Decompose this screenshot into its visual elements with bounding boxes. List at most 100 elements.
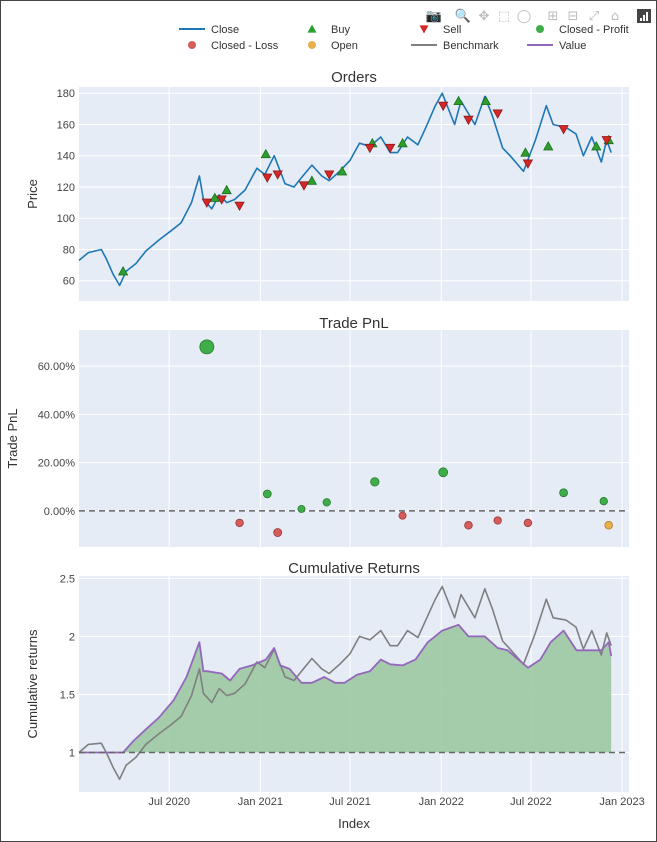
legend-label: Open [331, 40, 358, 52]
buy-marker[interactable] [480, 95, 491, 106]
legend-triangle-up-icon [307, 24, 317, 33]
legend-label: Sell [443, 24, 461, 36]
sell-marker[interactable] [201, 198, 213, 208]
sell-marker[interactable] [298, 181, 310, 191]
sell-marker[interactable] [364, 143, 376, 154]
sell-marker[interactable] [384, 143, 396, 154]
buy-marker[interactable] [306, 175, 318, 185]
legend-item-closed_loss[interactable]: Closed - Loss [188, 40, 279, 52]
closed-profit-marker[interactable] [262, 489, 272, 499]
value-area-fill [79, 624, 612, 753]
x-tick-label: Jul 2022 [510, 796, 552, 808]
sell-marker[interactable] [262, 173, 273, 183]
legend-circle-icon [536, 25, 544, 33]
legend-item-buy[interactable]: Buy [307, 24, 351, 36]
trade-pnl-y-ticks: 0.00% 20.00% 40.00% 60.00% [38, 361, 76, 518]
plotly-logo-bar [643, 15, 645, 21]
orders-plot-area[interactable] [79, 87, 629, 301]
y-tick-label: 180 [57, 88, 75, 100]
sell-marker[interactable] [601, 136, 612, 146]
legend-label: Closed - Loss [211, 40, 279, 52]
orders-title: Orders [331, 69, 377, 86]
value-line[interactable] [79, 623, 613, 754]
closed-profit-marker[interactable] [599, 497, 608, 506]
y-tick-label: 0.00% [44, 506, 75, 518]
legend-item-closed_profit[interactable]: Closed - Profit [536, 24, 629, 36]
legend-item-value[interactable]: Value [527, 40, 586, 52]
x-tick-label: Jan 2022 [419, 796, 464, 808]
closed-loss-marker[interactable] [523, 518, 533, 528]
buy-marker[interactable] [543, 141, 554, 151]
buy-marker[interactable] [117, 265, 129, 276]
buy-marker[interactable] [221, 184, 232, 195]
y-tick-label: 60 [63, 276, 75, 288]
open-trade-marker[interactable] [604, 521, 613, 530]
buy-marker[interactable] [260, 148, 271, 159]
buy-marker[interactable] [591, 141, 602, 151]
sell-marker[interactable] [438, 101, 449, 112]
sell-marker[interactable] [216, 195, 227, 205]
closed-profit-marker[interactable] [297, 504, 306, 513]
camera-icon[interactable]: 📷 [426, 9, 442, 24]
legend-item-open[interactable]: Open [308, 40, 358, 52]
plotly-logo-bar [646, 12, 648, 21]
sell-marker[interactable] [558, 125, 569, 135]
closed-loss-marker[interactable] [398, 511, 407, 520]
sell-marker[interactable] [234, 201, 245, 212]
closed-profit-marker[interactable] [438, 467, 449, 478]
box-select-icon[interactable]: ⬚ [498, 9, 510, 24]
zoom-in-icon[interactable]: ⊞ [548, 9, 559, 24]
x-tick-label: Jul 2021 [329, 796, 371, 808]
cumulative-returns-y-ticks: 1 1.5 2 2.5 [60, 573, 75, 759]
lasso-icon[interactable]: ◯ [517, 9, 532, 24]
zoom-out-icon[interactable]: ⊟ [568, 9, 579, 24]
legend-label: Buy [331, 24, 350, 36]
trade-pnl-plot [79, 339, 629, 537]
sell-marker[interactable] [324, 170, 335, 180]
modebar: 📷 🔍 ✥ ⬚ ◯ ⊞ ⊟ ⤢ ⌂ [426, 7, 651, 24]
x-tick-label: Jul 2020 [148, 796, 190, 808]
trade-pnl-plot-area[interactable] [79, 330, 629, 547]
buy-marker[interactable] [397, 137, 408, 148]
legend-circle-icon [308, 41, 316, 49]
sell-marker[interactable] [492, 109, 503, 119]
sell-marker[interactable] [272, 170, 283, 180]
y-tick-label: 80 [63, 244, 75, 256]
closed-loss-marker[interactable] [273, 528, 283, 537]
reset-axes-icon[interactable]: ⌂ [611, 9, 619, 24]
closed-profit-marker[interactable] [199, 339, 215, 355]
x-axis-ticks: Jul 2020 Jan 2021 Jul 2021 Jan 2022 Jul 2022… [148, 796, 644, 808]
benchmark-line[interactable] [78, 585, 612, 781]
legend: Close Buy Sell Closed - Profit Closed - Loss… [179, 24, 629, 52]
legend-item-sell[interactable]: Sell [419, 24, 462, 36]
buy-marker[interactable] [209, 192, 220, 202]
closed-loss-marker[interactable] [464, 521, 473, 530]
closed-profit-marker[interactable] [559, 488, 568, 498]
y-tick-label: 2.5 [60, 573, 75, 585]
closed-profit-marker[interactable] [322, 498, 331, 507]
buy-marker[interactable] [520, 147, 531, 157]
legend-item-close[interactable]: Close [179, 24, 239, 36]
y-tick-label: 40.00% [38, 409, 76, 421]
buy-marker[interactable] [453, 95, 464, 106]
x-axis-label: Index [338, 816, 370, 831]
zoom-icon[interactable]: 🔍 [455, 7, 471, 24]
legend-label: Closed - Profit [559, 24, 629, 36]
sell-marker[interactable] [522, 159, 534, 169]
closed-loss-marker[interactable] [235, 518, 244, 528]
buy-marker[interactable] [336, 166, 348, 176]
closed-profit-marker[interactable] [370, 477, 380, 487]
orders-y-ticks: 60 80 100 120 140 160 180 [57, 88, 75, 287]
legend-item-benchmark[interactable]: Benchmark [411, 40, 499, 52]
legend-circle-icon [188, 41, 196, 49]
sell-marker[interactable] [463, 115, 474, 126]
trade-pnl-y-label: Trade PnL [5, 408, 20, 468]
legend-triangle-down-icon [419, 25, 429, 34]
legend-label: Close [211, 24, 239, 36]
y-tick-label: 2 [69, 631, 75, 643]
plotly-logo-icon[interactable] [637, 9, 651, 23]
cumulative-returns-y-label: Cumulative returns [25, 629, 40, 739]
pan-icon[interactable]: ✥ [479, 9, 490, 24]
autoscale-icon[interactable]: ⤢ [589, 9, 599, 24]
closed-loss-marker[interactable] [493, 516, 502, 525]
